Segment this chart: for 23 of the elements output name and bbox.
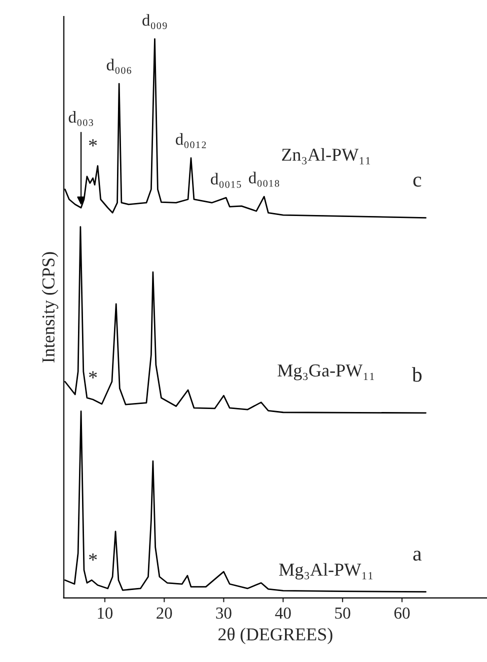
x-tick-label: 60 bbox=[394, 607, 410, 619]
series-label: Mg₃Al-PW₁₁ bbox=[279, 563, 372, 580]
x-tick-label: 50 bbox=[335, 607, 350, 619]
annotation: a bbox=[413, 550, 422, 561]
annotation: d₀₀₉ bbox=[142, 14, 167, 30]
series-label: Mg₃Ga-PW₁₁ bbox=[278, 364, 374, 380]
x-axis-title: 2θ (DEGREES) bbox=[218, 628, 332, 644]
x-tick-label: 10 bbox=[98, 607, 113, 619]
annotation: d₀₀₁₈ bbox=[248, 172, 280, 187]
annotation: d₀₀₁₂ bbox=[176, 133, 206, 148]
x-tick-label: 20 bbox=[156, 607, 172, 619]
annotation: d₀₀₃ bbox=[68, 111, 94, 126]
annotation: d₀₀₁₅ bbox=[210, 172, 241, 188]
text: Zn₃Al-PW₁₁ bbox=[282, 148, 370, 164]
annotation: d₀₀₆ bbox=[106, 58, 132, 74]
x-tick-label: 40 bbox=[275, 607, 291, 619]
annotation: * bbox=[89, 371, 97, 378]
annotation: b bbox=[412, 367, 422, 382]
annotation: c bbox=[413, 176, 422, 187]
x-tick-label: 30 bbox=[216, 607, 232, 619]
annotation: * bbox=[89, 139, 97, 146]
annotation: * bbox=[89, 554, 97, 561]
y-axis-title: Intensity (CPS) bbox=[42, 252, 58, 363]
